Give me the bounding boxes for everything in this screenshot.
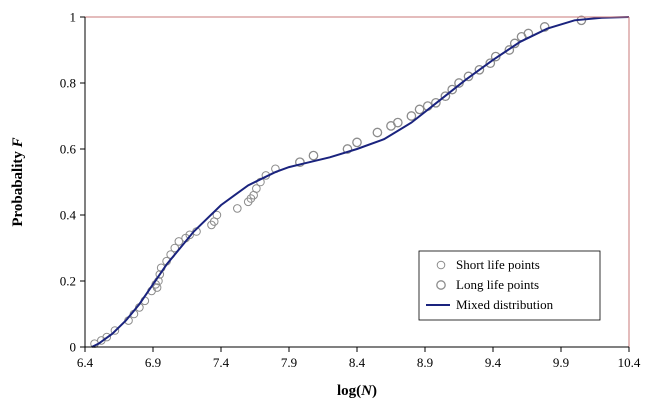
legend-label-short-life: Short life points — [456, 257, 540, 272]
long-life-point — [474, 64, 485, 75]
y-tick-label: 0.6 — [60, 142, 77, 157]
long-life-point — [352, 137, 362, 148]
x-tick-label: 10.4 — [618, 355, 641, 370]
legend: Short life points Long life points Mixed… — [418, 250, 601, 321]
long-life-point — [406, 111, 417, 121]
short-life-point — [252, 184, 261, 193]
long-life-point — [308, 150, 319, 161]
ticks-layer: 6.4 6.9 7.4 7.9 8.4 8.9 9.4 9.9 10.4 0 0.2 0.4 0.6 0.… — [60, 10, 641, 371]
x-axis-title: log(N) — [337, 383, 377, 399]
short-life-point — [212, 210, 222, 220]
legend-label-mixed: Mixed distribution — [456, 297, 554, 312]
y-tick-label: 0 — [70, 340, 77, 355]
y-tick-label: 0.4 — [60, 208, 77, 223]
short-life-point — [174, 237, 184, 246]
long-life-point — [485, 58, 496, 69]
legend-marker-short-life — [436, 260, 446, 270]
x-tick-label: 7.4 — [213, 355, 230, 370]
x-tick-label: 6.9 — [145, 355, 161, 370]
long-life-point — [414, 104, 425, 115]
x-tick-label: 6.4 — [77, 355, 94, 370]
short-life-point — [110, 326, 120, 335]
long-life-point — [342, 144, 353, 154]
short-life-point — [170, 243, 180, 253]
long-life-point — [539, 22, 550, 32]
long-life-point — [392, 117, 403, 128]
y-tick-label: 1 — [70, 10, 77, 25]
long-life-point — [447, 84, 458, 95]
long-life-point — [440, 91, 451, 102]
x-tick-label: 9.4 — [485, 355, 502, 370]
long-life-point — [490, 51, 501, 62]
y-tick-label: 0.8 — [60, 76, 76, 91]
short-life-point — [152, 283, 162, 292]
x-tick-label: 8.4 — [349, 355, 366, 370]
long-life-point — [504, 45, 515, 55]
short-life-point — [185, 230, 195, 240]
x-tick-label: 9.9 — [553, 355, 569, 370]
short-life-point — [102, 332, 112, 342]
y-axis-title: Probabality F — [10, 137, 26, 226]
short-life-point — [233, 204, 242, 213]
long-life-point — [295, 157, 305, 168]
long-life-point — [431, 97, 441, 108]
short-life-point — [155, 270, 165, 279]
long-life-point — [463, 71, 474, 82]
legend-box — [418, 250, 601, 321]
y-tick-label: 0.2 — [60, 274, 76, 289]
legend-marker-long-life — [436, 280, 446, 290]
mixed-distribution-line — [91, 16, 630, 348]
x-tick-label: 7.9 — [281, 355, 297, 370]
long-life-point — [372, 127, 383, 138]
legend-label-long-life: Long life points — [456, 277, 539, 292]
x-tick-label: 8.9 — [417, 355, 433, 370]
